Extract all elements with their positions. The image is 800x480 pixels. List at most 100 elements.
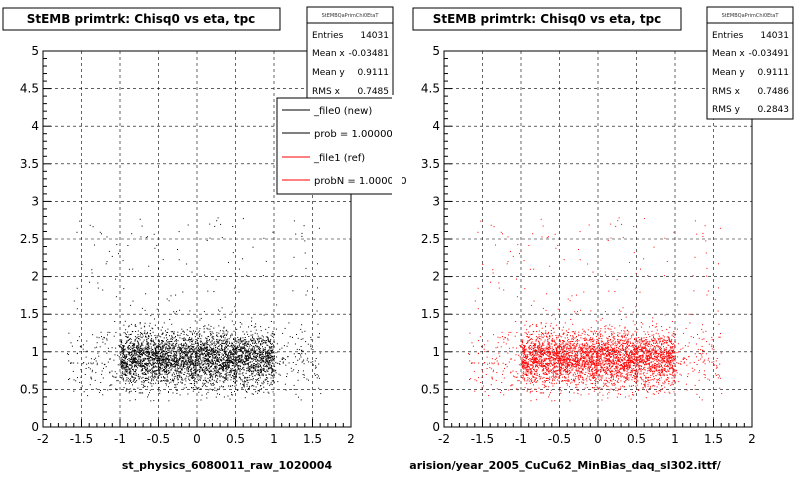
left-point (184, 350, 185, 352)
left-point (230, 370, 232, 372)
left-point (116, 389, 118, 391)
left-point (271, 343, 273, 345)
left-point (190, 368, 192, 370)
left-point (231, 333, 233, 335)
left-point (88, 362, 89, 364)
left-point (314, 360, 316, 362)
left-point (200, 344, 201, 346)
left-point (168, 362, 170, 364)
left-point (186, 329, 188, 331)
left-point (233, 359, 235, 361)
left-point (195, 351, 197, 352)
left-point (155, 356, 157, 358)
left-point (227, 355, 229, 357)
right-point (607, 240, 609, 241)
right-point (533, 347, 535, 349)
left-panel: 00.511.522.533.544.55 -2 -1.5 -1 -0.5 0 0.5 1 1… (2, 6, 407, 472)
left-point (160, 374, 162, 376)
left-point (90, 358, 92, 360)
left-point (245, 352, 247, 354)
left-point (122, 353, 124, 355)
left-point (228, 364, 229, 366)
left-point (201, 353, 203, 355)
left-point (186, 363, 188, 365)
left-point (297, 359, 299, 361)
left-point (182, 356, 184, 358)
left-point (288, 362, 290, 364)
left-point (178, 346, 179, 348)
left-point (220, 368, 222, 370)
left-point (176, 389, 178, 391)
left-point (130, 355, 132, 357)
left-point (235, 352, 237, 354)
left-point (206, 240, 208, 241)
left-point (225, 342, 227, 343)
left-point (131, 233, 133, 235)
left-point (162, 364, 164, 366)
left-point (183, 362, 185, 364)
left-point (83, 391, 85, 393)
left-point (158, 358, 160, 359)
left-point (158, 268, 159, 270)
left-point (157, 360, 159, 362)
left-point (253, 363, 255, 364)
right-point (569, 382, 571, 384)
left-point (318, 363, 320, 365)
left-point (222, 376, 224, 377)
left-point (166, 337, 168, 339)
left-point (88, 367, 90, 369)
right-point (670, 347, 672, 349)
left-point (147, 351, 149, 353)
left-point (235, 361, 237, 363)
left-point (258, 347, 260, 349)
left-point (240, 356, 242, 358)
right-point (650, 343, 652, 345)
left-point (263, 386, 265, 388)
left-point (235, 337, 237, 339)
left-point (168, 355, 170, 357)
left-point (124, 349, 126, 351)
left-point (257, 374, 259, 376)
left-point (225, 365, 227, 367)
left-x-tick-label-0: -2 (37, 432, 49, 446)
left-point (256, 358, 258, 360)
left-point (183, 338, 184, 340)
left-point (204, 373, 205, 375)
left-point (249, 352, 251, 354)
left-point (228, 338, 230, 340)
left-point (303, 377, 305, 378)
left-point (251, 320, 252, 322)
left-point (168, 345, 169, 347)
left-point (264, 340, 266, 342)
left-point (160, 348, 162, 350)
left-point (236, 353, 238, 355)
right-point (670, 356, 672, 358)
left-point (139, 218, 141, 220)
left-point (142, 366, 144, 367)
left-point (137, 364, 139, 366)
left-point (183, 348, 185, 350)
left-point (152, 369, 154, 371)
left-point (123, 373, 125, 375)
left-point (240, 349, 242, 350)
left-point (120, 346, 122, 348)
left-point (80, 369, 82, 371)
right-point (664, 349, 666, 351)
left-point (216, 341, 218, 343)
left-point (136, 361, 138, 363)
left-point (124, 373, 126, 375)
right-point (693, 362, 695, 363)
left-point (193, 346, 195, 347)
left-point (231, 361, 233, 362)
right-point (531, 373, 533, 375)
left-point (255, 386, 257, 388)
right-point (622, 375, 623, 377)
left-point (190, 363, 192, 365)
left-point (155, 362, 156, 364)
left-point (229, 352, 231, 354)
left-point (107, 331, 109, 333)
left-point (166, 357, 168, 359)
left-point (206, 374, 208, 376)
left-point (141, 383, 143, 385)
left-point (219, 380, 221, 382)
